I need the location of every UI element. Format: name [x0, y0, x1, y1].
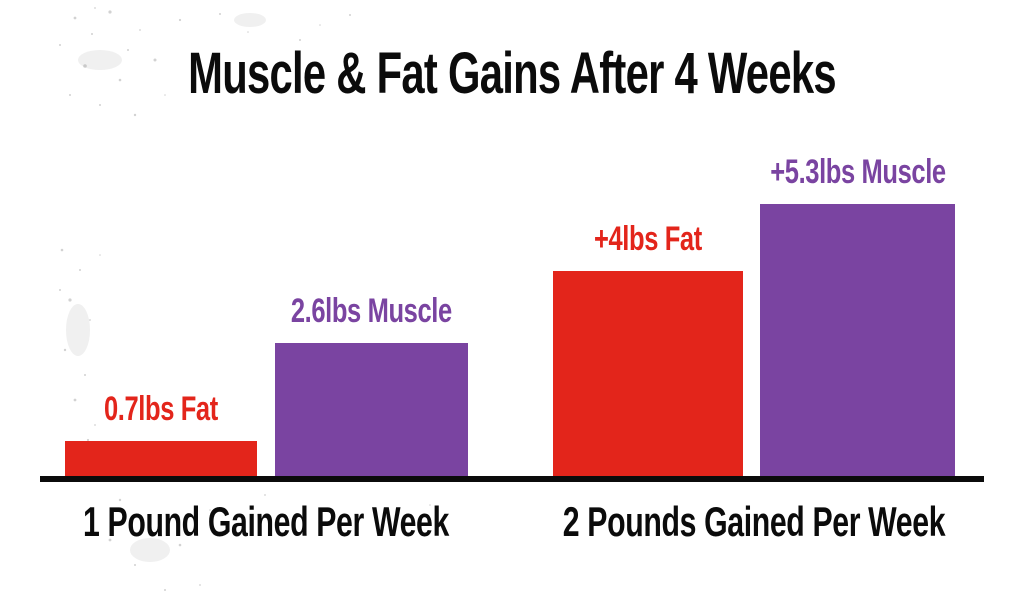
fat-bar-label-2: +4lbs Fat [594, 220, 702, 258]
fat-bar-1 [65, 441, 257, 477]
muscle-bar-1 [275, 343, 468, 477]
fat-bar-label-1: 0.7lbs Fat [104, 390, 218, 428]
category-label-1: 1 Pound Gained Per Week [83, 498, 449, 545]
category-label-2: 2 Pounds Gained Per Week [562, 498, 946, 545]
muscle-bar-2 [760, 204, 955, 477]
x-axis-line [40, 476, 984, 482]
bar-group2-muscle-column: +5.3lbs Muscle [760, 153, 955, 477]
muscle-bar-label-1: 2.6lbs Muscle [291, 292, 452, 330]
muscle-bar-label-2: +5.3lbs Muscle [769, 153, 946, 191]
chart-title: Muscle & Fat Gains After 4 Weeks [188, 41, 836, 106]
bar-group1-muscle-column: 2.6lbs Muscle [275, 292, 468, 477]
fat-bar-2 [553, 271, 743, 477]
bar-group1-fat-column: 0.7lbs Fat [65, 390, 257, 477]
bar-group2-fat-column: +4lbs Fat [553, 220, 743, 477]
